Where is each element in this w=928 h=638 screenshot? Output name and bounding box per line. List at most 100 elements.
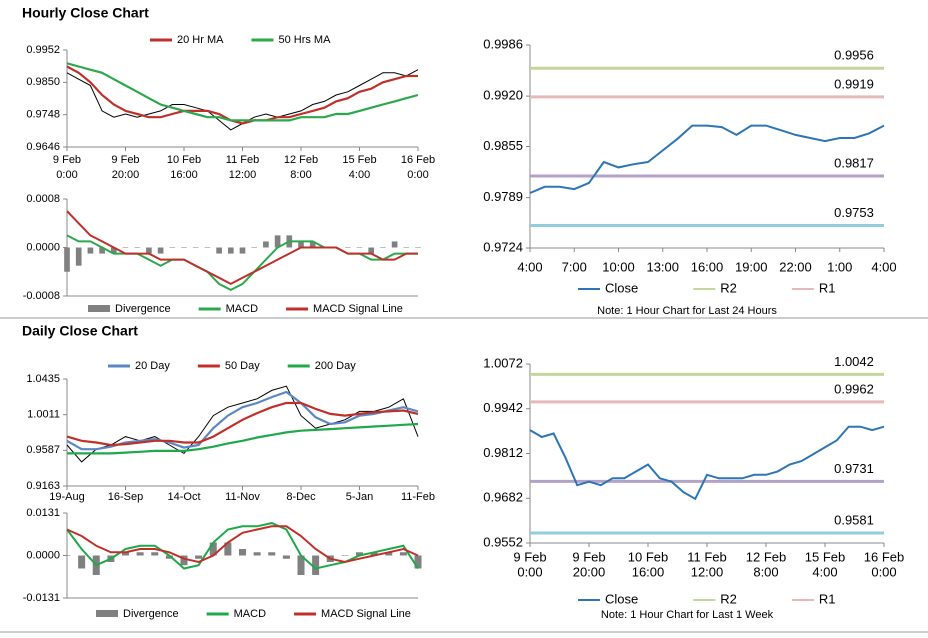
- legend-label: 20 Hr MA: [177, 34, 224, 46]
- legend-label: 50 Hrs MA: [278, 34, 331, 46]
- series-line: [66, 234, 418, 292]
- x-tick-label: 16 Feb: [401, 154, 435, 166]
- divergence-bar: [181, 247, 187, 248]
- x-tick-label: 11-Feb: [401, 491, 435, 503]
- divergence-bar: [121, 552, 130, 556]
- y-tick-label: 0.9952: [26, 44, 60, 56]
- divergence-bar: [251, 247, 258, 248]
- legend-label: R1: [819, 591, 836, 606]
- divergence-bar: [151, 552, 159, 556]
- legend-label: MACD Signal Line: [313, 303, 403, 315]
- level-label: 0.9956: [834, 48, 874, 63]
- x-tick-label: 16:00: [691, 259, 724, 274]
- y-tick-label: 0.9646: [26, 141, 60, 153]
- divergence-bar: [136, 552, 144, 556]
- legend-label: MACD: [226, 303, 258, 315]
- x-tick-label: 12 Feb: [746, 549, 786, 564]
- x-tick-label: 13:00: [646, 259, 679, 274]
- legend-swatch: [96, 610, 118, 617]
- y-tick-label: 0.9748: [26, 109, 60, 121]
- x-tick-label: 11-Nov: [225, 491, 260, 503]
- legend-label: MACD Signal Line: [321, 608, 411, 620]
- level-label: 0.9753: [834, 205, 874, 220]
- divergence-bar: [99, 247, 105, 254]
- divergence-bar: [341, 555, 349, 556]
- divergence-bar: [263, 241, 269, 248]
- level-label: 0.9731: [834, 461, 874, 476]
- x-tick-label: 11 Feb: [687, 549, 727, 564]
- x-tick-label: 16:00: [632, 564, 665, 579]
- divergence-bar: [204, 247, 211, 248]
- legend-label: 50 Day: [225, 360, 260, 372]
- legend-label: R2: [720, 591, 737, 606]
- level-label: 0.9919: [834, 76, 874, 91]
- legend-label: 20 Day: [135, 360, 170, 372]
- x-tick-label: 8:00: [753, 564, 778, 579]
- divergence-bar: [157, 247, 164, 254]
- x-tick-label: 12:00: [229, 169, 257, 181]
- divergence-bar: [238, 549, 247, 556]
- y-tick-label: 0.9942: [483, 400, 523, 415]
- level-label: 0.9581: [834, 512, 874, 527]
- x-tick-label: 20:00: [112, 169, 140, 181]
- x-tick-label: 10:00: [602, 259, 635, 274]
- y-tick-label: 0.0000: [26, 549, 60, 561]
- x-tick-label: 9 Feb: [53, 154, 81, 166]
- x-tick-label: 9 Feb: [513, 549, 546, 564]
- divergence-bar: [399, 552, 407, 556]
- divergence-bar: [268, 552, 276, 556]
- y-tick-label: 0.9850: [26, 76, 60, 88]
- series-line: [66, 525, 419, 564]
- divergence-bar: [63, 555, 71, 556]
- series-line: [66, 401, 419, 447]
- legend-label: MACD: [234, 608, 266, 620]
- x-tick-label: 16-Sep: [108, 491, 143, 503]
- x-tick-label: 4:00: [812, 564, 837, 579]
- y-tick-label: 0.0000: [26, 241, 60, 253]
- series-line: [66, 62, 419, 122]
- y-tick-label: 1.0435: [26, 373, 60, 385]
- x-tick-label: 9 Feb: [111, 154, 139, 166]
- x-tick-label: 4:00: [517, 259, 542, 274]
- x-tick-label: 9 Feb: [572, 549, 605, 564]
- divergence-bar: [312, 555, 320, 575]
- chart-title: Hourly Close Chart: [22, 5, 149, 21]
- legend-label: R2: [720, 280, 737, 295]
- x-tick-label: 22:00: [779, 259, 812, 274]
- x-tick-label: 19:00: [735, 259, 768, 274]
- divergence-bar: [134, 247, 141, 248]
- divergence-bar: [64, 247, 70, 272]
- divergence-bar: [209, 542, 217, 556]
- divergence-bar: [368, 247, 375, 254]
- divergence-bar: [192, 247, 199, 248]
- x-tick-label: 20:00: [573, 564, 606, 579]
- legend-label: R1: [819, 280, 836, 295]
- divergence-bar: [355, 552, 364, 556]
- y-tick-label: 0.9986: [483, 36, 523, 51]
- divergence-bar: [165, 555, 173, 559]
- divergence-bar: [122, 247, 129, 248]
- divergence-bar: [227, 247, 234, 254]
- divergence-bar: [344, 247, 351, 248]
- x-tick-label: 15 Feb: [342, 154, 376, 166]
- legend-label: Close: [605, 280, 638, 295]
- x-tick-label: 12 Feb: [284, 154, 318, 166]
- divergence-bar: [224, 542, 232, 556]
- x-tick-label: 10 Feb: [628, 549, 668, 564]
- y-tick-label: 0.9812: [483, 445, 523, 460]
- series-line: [529, 425, 885, 501]
- y-tick-label: -0.0008: [23, 290, 60, 302]
- legend-label: Close: [605, 591, 638, 606]
- y-tick-label: 0.9587: [26, 444, 60, 456]
- divergence-bar: [239, 247, 246, 254]
- x-tick-label: 1:00: [827, 259, 852, 274]
- divergence-bar: [146, 247, 152, 254]
- legend-label: Divergence: [115, 303, 171, 315]
- legend-label: Divergence: [123, 608, 179, 620]
- series-line: [66, 210, 418, 286]
- x-tick-label: 12:00: [691, 564, 724, 579]
- y-tick-label: 0.9724: [483, 239, 523, 254]
- x-tick-label: 4:00: [349, 169, 370, 181]
- divergence-bar: [370, 552, 378, 556]
